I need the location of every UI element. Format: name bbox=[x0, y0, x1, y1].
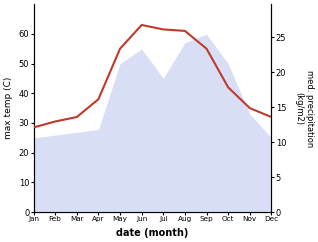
X-axis label: date (month): date (month) bbox=[116, 228, 189, 238]
Y-axis label: med. precipitation
(kg/m2): med. precipitation (kg/m2) bbox=[294, 69, 314, 147]
Y-axis label: max temp (C): max temp (C) bbox=[4, 77, 13, 139]
